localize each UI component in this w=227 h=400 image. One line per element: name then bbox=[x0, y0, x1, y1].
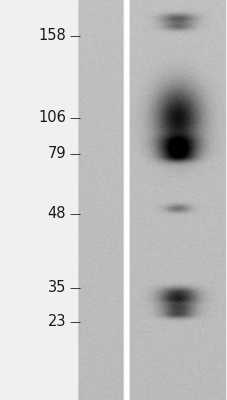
Text: 79: 79 bbox=[47, 146, 66, 162]
Text: 23: 23 bbox=[47, 314, 66, 330]
Text: —: — bbox=[69, 31, 80, 41]
Text: 35: 35 bbox=[47, 280, 66, 296]
Text: 106: 106 bbox=[38, 110, 66, 126]
Text: —: — bbox=[69, 113, 80, 123]
Text: —: — bbox=[69, 283, 80, 293]
Text: —: — bbox=[69, 317, 80, 327]
Text: 158: 158 bbox=[38, 28, 66, 44]
Text: —: — bbox=[69, 209, 80, 219]
Text: —: — bbox=[69, 149, 80, 159]
Text: 48: 48 bbox=[47, 206, 66, 222]
